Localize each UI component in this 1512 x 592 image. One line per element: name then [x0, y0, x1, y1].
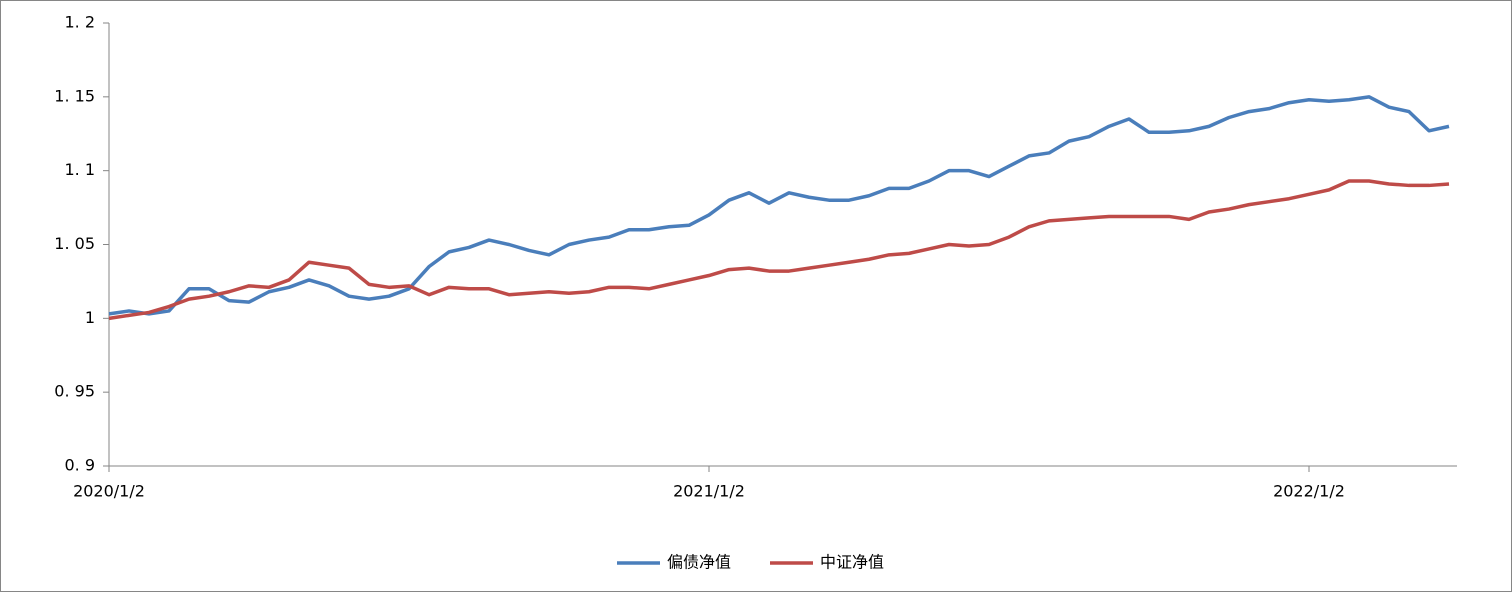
series-line [108, 179, 1450, 321]
y-tick-label: 0. 9 [64, 456, 95, 475]
legend-label: 中证净值 [820, 553, 884, 572]
x-tick-label: 2022/1/2 [1273, 482, 1345, 501]
y-tick-label: 1. 05 [54, 234, 95, 253]
series-line [108, 95, 1450, 316]
legend-label: 偏债净值 [667, 553, 731, 572]
y-tick-label: 1. 15 [54, 86, 95, 105]
y-tick-label: 0. 95 [54, 382, 95, 401]
x-tick-label: 2020/1/2 [73, 482, 145, 501]
x-tick-label: 2021/1/2 [673, 482, 745, 501]
y-tick-label: 1 [85, 308, 95, 327]
y-tick-label: 1. 1 [64, 160, 95, 179]
y-tick-label: 1. 2 [64, 13, 95, 32]
